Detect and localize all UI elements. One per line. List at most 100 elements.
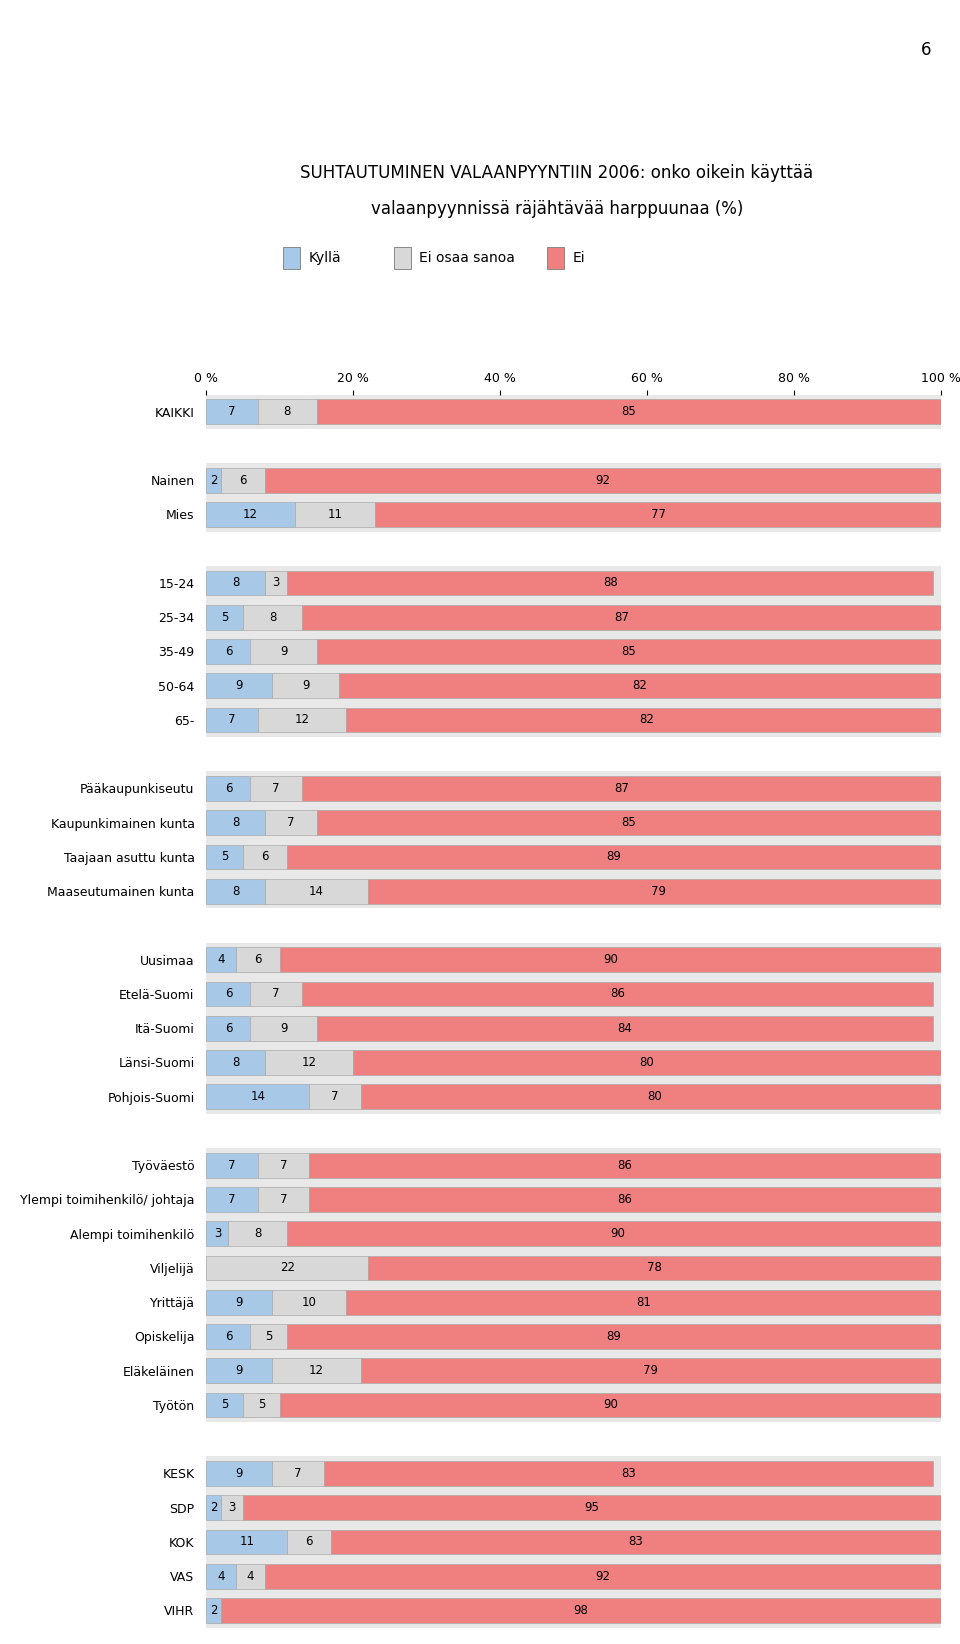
Bar (206, 1187, 258, 1212)
Text: 7: 7 (279, 1159, 287, 1172)
Bar (243, 845, 287, 870)
Bar (346, 1291, 941, 1315)
Text: 11: 11 (239, 1535, 254, 1549)
Bar (265, 469, 941, 493)
Bar (206, 469, 221, 493)
Bar (206, 674, 273, 699)
Text: 8: 8 (232, 577, 239, 590)
Text: 6: 6 (225, 783, 232, 796)
Text: 6: 6 (225, 644, 232, 658)
Bar (287, 1529, 331, 1554)
Text: SUHTAUTUMINEN VALAANPYYNTIIN 2006: onko oikein käyttää: SUHTAUTUMINEN VALAANPYYNTIIN 2006: onko … (300, 164, 813, 181)
Text: 8: 8 (232, 1055, 239, 1069)
Text: 7: 7 (228, 404, 236, 418)
Text: Kyllä: Kyllä (308, 252, 341, 265)
Bar (301, 776, 941, 801)
Bar (295, 501, 375, 526)
Bar (368, 1256, 941, 1281)
Text: 79: 79 (651, 884, 665, 898)
Bar (265, 570, 287, 595)
Bar (331, 1529, 941, 1554)
Text: 3: 3 (228, 1501, 236, 1514)
Bar (206, 1563, 236, 1588)
Bar (353, 1051, 941, 1075)
Bar (251, 1323, 287, 1348)
Bar (280, 947, 941, 972)
Bar (206, 640, 251, 664)
Bar (258, 1187, 309, 1212)
Bar (206, 570, 265, 595)
Text: 80: 80 (639, 1055, 655, 1069)
Bar (206, 776, 251, 801)
Text: 85: 85 (621, 815, 636, 829)
Bar (251, 1016, 317, 1041)
Text: 80: 80 (647, 1090, 661, 1103)
Text: 82: 82 (639, 713, 655, 727)
Text: 89: 89 (607, 850, 621, 863)
Text: 8: 8 (232, 815, 239, 829)
Bar (317, 399, 941, 424)
Text: 90: 90 (603, 954, 617, 967)
Text: 2: 2 (210, 1501, 218, 1514)
Bar (206, 1085, 309, 1110)
Bar (273, 674, 339, 699)
Text: 22: 22 (279, 1261, 295, 1274)
Text: 6: 6 (225, 1021, 232, 1034)
Text: 7: 7 (273, 783, 280, 796)
Bar (273, 1291, 346, 1315)
Text: 8: 8 (254, 1226, 261, 1240)
Text: 5: 5 (221, 1399, 228, 1412)
Bar (206, 981, 251, 1006)
Text: 4: 4 (217, 954, 225, 967)
Bar (301, 605, 941, 630)
Bar (273, 1358, 361, 1383)
Bar (206, 845, 243, 870)
Bar (339, 674, 941, 699)
Text: 89: 89 (607, 1330, 621, 1343)
Text: 85: 85 (621, 404, 636, 418)
Text: 9: 9 (236, 679, 243, 692)
Bar (301, 981, 933, 1006)
Bar (265, 1051, 353, 1075)
Bar (221, 1598, 941, 1623)
Text: 7: 7 (331, 1090, 339, 1103)
Text: 14: 14 (309, 884, 324, 898)
Bar (265, 810, 317, 835)
Text: Ei osaa sanoa: Ei osaa sanoa (419, 252, 515, 265)
Text: 86: 86 (617, 1159, 633, 1172)
Text: 8: 8 (283, 404, 291, 418)
Bar (206, 737, 941, 771)
Text: 9: 9 (279, 644, 287, 658)
Bar (206, 1051, 265, 1075)
Bar (317, 810, 941, 835)
Text: 4: 4 (217, 1570, 225, 1583)
Text: Ei: Ei (572, 252, 585, 265)
Text: 92: 92 (595, 473, 611, 487)
Bar (265, 1563, 941, 1588)
Bar (206, 1496, 221, 1521)
Text: 87: 87 (613, 783, 629, 796)
Bar (206, 1323, 251, 1348)
Bar (206, 1221, 228, 1246)
Bar (206, 1598, 221, 1623)
Text: 92: 92 (595, 1570, 611, 1583)
Bar (375, 501, 941, 526)
Text: 88: 88 (603, 577, 617, 590)
Text: 9: 9 (236, 1466, 243, 1480)
Bar (287, 845, 941, 870)
Text: 98: 98 (573, 1605, 588, 1618)
Bar (258, 399, 317, 424)
Text: 4: 4 (247, 1570, 254, 1583)
Text: 90: 90 (611, 1226, 625, 1240)
Bar (265, 880, 368, 904)
Text: 77: 77 (651, 508, 665, 521)
Bar (236, 1563, 265, 1588)
Bar (206, 1291, 273, 1315)
Text: 83: 83 (629, 1535, 643, 1549)
Text: 78: 78 (647, 1261, 661, 1274)
Text: 83: 83 (621, 1466, 636, 1480)
Bar (361, 1085, 948, 1110)
Text: 8: 8 (269, 610, 276, 623)
Text: tns: tns (35, 120, 61, 135)
Text: 7: 7 (228, 1159, 236, 1172)
